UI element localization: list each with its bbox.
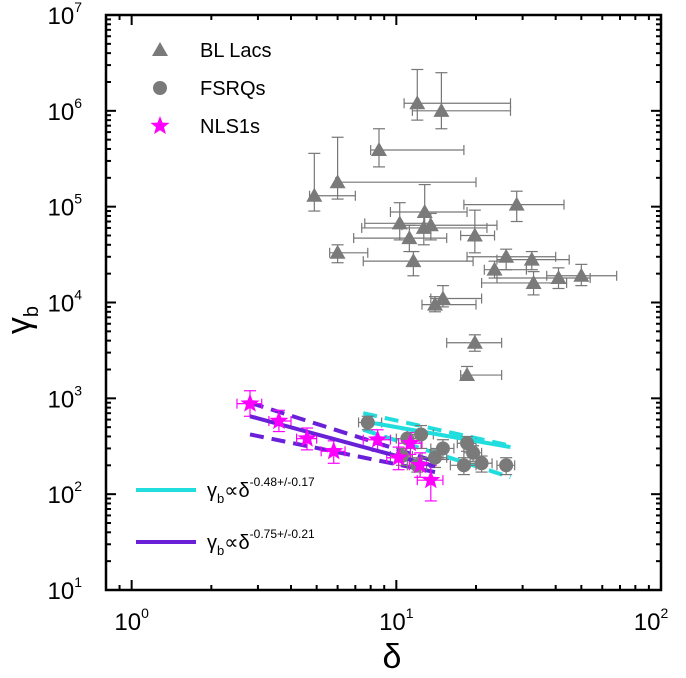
point-bl-lacs bbox=[466, 227, 483, 242]
y-tick-label: 102 bbox=[48, 478, 83, 509]
y-axis-label-sub: b bbox=[21, 306, 43, 317]
point-bl-lacs bbox=[329, 174, 346, 189]
point-bl-lacs bbox=[306, 187, 323, 202]
fit-legend-label: γb∝δ-0.75+/-0.21 bbox=[207, 527, 315, 558]
y-axis-label-main: γ bbox=[0, 317, 38, 334]
point-fsrqs bbox=[435, 441, 450, 456]
point-bl-lacs bbox=[370, 142, 387, 157]
point-bl-lacs bbox=[573, 267, 590, 282]
legend-marker-star bbox=[150, 116, 170, 135]
point-nls1s bbox=[400, 433, 420, 452]
error-bar bbox=[411, 72, 512, 130]
point-fsrqs bbox=[428, 450, 443, 465]
point-bl-lacs bbox=[329, 244, 346, 259]
legend-label: BL Lacs bbox=[200, 40, 272, 62]
x-axis-label: δ bbox=[383, 638, 402, 676]
point-bl-lacs bbox=[427, 296, 444, 311]
point-bl-lacs bbox=[486, 261, 503, 276]
x-tick-label: 102 bbox=[634, 605, 669, 636]
fit-legend-label: γb∝δ-0.48+/-0.17 bbox=[207, 475, 315, 506]
point-bl-lacs bbox=[459, 367, 476, 382]
point-nls1s bbox=[269, 411, 289, 430]
point-fsrqs bbox=[414, 427, 429, 442]
fit-legend: γb∝δ-0.48+/-0.17 γb∝δ-0.75+/-0.21 bbox=[136, 475, 315, 558]
point-nls1s bbox=[240, 393, 260, 412]
y-axis-title: γb bbox=[0, 306, 43, 334]
point-bl-lacs bbox=[415, 219, 432, 234]
y-tick-label: 106 bbox=[48, 95, 83, 126]
legend-label: NLS1s bbox=[200, 116, 260, 138]
y-tick-label: 103 bbox=[48, 382, 83, 413]
error-bar bbox=[331, 136, 477, 200]
error-bar bbox=[370, 128, 465, 168]
plot-frame bbox=[104, 13, 663, 592]
axis-tick-labels: 100 101 102 101 102 103 104 105 106 107 bbox=[48, 0, 669, 636]
y-tick-label: 101 bbox=[48, 574, 83, 605]
point-bl-lacs bbox=[498, 248, 515, 263]
x-tick-label: 101 bbox=[379, 605, 414, 636]
point-bl-lacs bbox=[550, 270, 567, 285]
data-points bbox=[240, 95, 590, 489]
point-fsrqs bbox=[466, 445, 481, 460]
x-tick-label: 100 bbox=[114, 605, 149, 636]
point-bl-lacs bbox=[433, 102, 450, 117]
point-bl-lacs bbox=[401, 230, 418, 245]
point-bl-lacs bbox=[525, 274, 542, 289]
point-nls1s bbox=[421, 470, 441, 489]
legend: BL Lacs FSRQs NLS1s bbox=[150, 40, 272, 138]
error-bar bbox=[460, 209, 496, 254]
point-fsrqs bbox=[499, 458, 514, 473]
point-nls1s bbox=[389, 447, 409, 466]
point-nls1s bbox=[297, 428, 317, 447]
point-fsrqs bbox=[360, 415, 375, 430]
y-tick-label: 105 bbox=[48, 191, 83, 222]
point-bl-lacs bbox=[416, 203, 433, 218]
legend-marker-circle bbox=[153, 81, 167, 95]
point-nls1s bbox=[324, 441, 344, 460]
legend-marker-triangle bbox=[152, 42, 168, 56]
point-bl-lacs bbox=[508, 196, 525, 211]
error-bar bbox=[403, 68, 512, 121]
svg-text:γb: γb bbox=[0, 306, 43, 334]
point-bl-lacs bbox=[466, 334, 483, 349]
point-nls1s bbox=[410, 455, 430, 474]
axis-ticks bbox=[105, 14, 662, 591]
point-fsrqs bbox=[456, 458, 471, 473]
point-bl-lacs bbox=[405, 253, 422, 268]
y-tick-label: 107 bbox=[48, 0, 83, 30]
fit-line bbox=[362, 419, 511, 450]
point-bl-lacs bbox=[523, 251, 540, 266]
point-nls1s bbox=[368, 429, 388, 448]
fit-band-upper bbox=[362, 411, 511, 448]
y-tick-label: 104 bbox=[48, 287, 83, 318]
point-bl-lacs bbox=[434, 290, 451, 305]
point-bl-lacs bbox=[409, 95, 426, 110]
point-fsrqs bbox=[474, 456, 489, 471]
legend-label: FSRQs bbox=[200, 78, 266, 100]
point-bl-lacs bbox=[391, 215, 408, 230]
x-axis-title: δ bbox=[383, 638, 402, 676]
